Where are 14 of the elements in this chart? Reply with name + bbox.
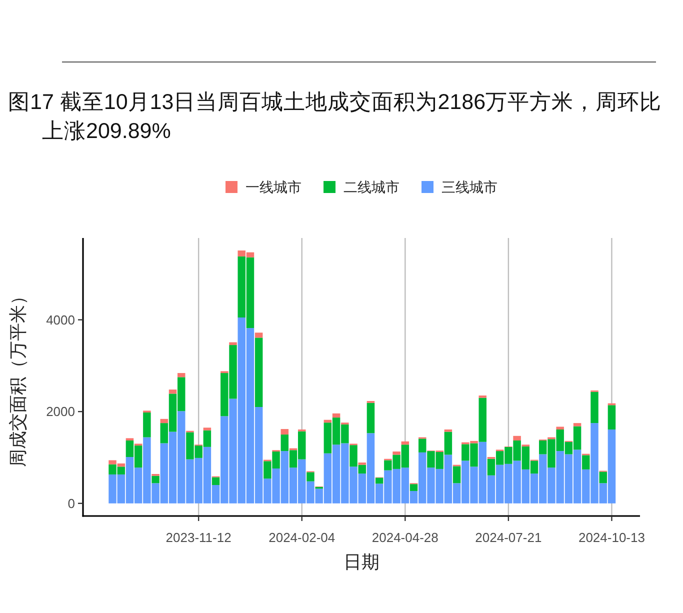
x-axis-title: 日期: [344, 552, 380, 572]
y-tick-label: 2000: [46, 404, 75, 420]
chart-title: 图17 截至10月13日当周百城土地成交面积为2186万平方米，周环比上涨209.89%: [8, 89, 663, 145]
y-axis-title: 周成交面积（万平米）: [8, 287, 28, 467]
legend-label: 一线城市: [246, 179, 302, 195]
x-tick-label: 2024-04-28: [372, 530, 438, 545]
legend-label: 三线城市: [442, 179, 498, 195]
x-tick-label: 2024-07-21: [475, 530, 542, 545]
x-tick-label: 2024-10-13: [578, 530, 645, 545]
x-tick-label: 2023-11-12: [166, 530, 232, 545]
y-tick-label: 4000: [46, 312, 75, 328]
x-tick-label: 2024-02-04: [268, 530, 336, 545]
y-tick-label: 0: [68, 496, 75, 511]
legend-label: 二线城市: [344, 179, 400, 195]
